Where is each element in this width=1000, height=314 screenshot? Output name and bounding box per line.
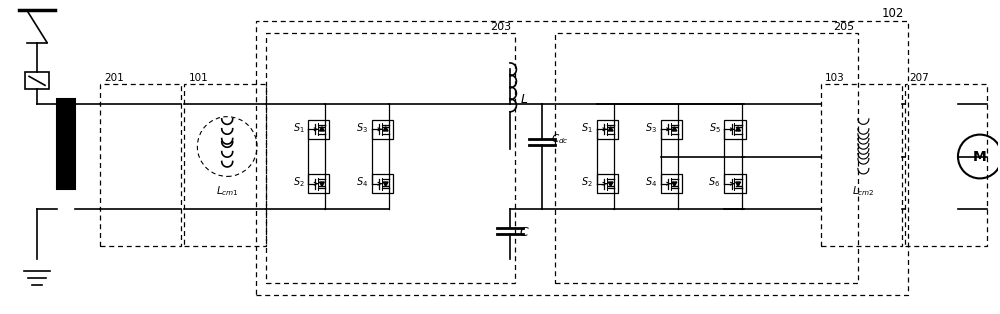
Bar [372,120,393,139]
Text: $S_4$: $S_4$ [356,176,368,189]
Text: $S_3$: $S_3$ [356,121,368,135]
Text: $S_3$: $S_3$ [645,121,657,135]
Text: 205: 205 [833,22,854,32]
Polygon shape [672,127,677,131]
Polygon shape [736,182,741,186]
Bar [597,174,618,193]
Polygon shape [383,127,388,131]
Bar [597,120,618,139]
Text: $C$: $C$ [519,226,530,239]
Text: M: M [973,149,987,164]
Bar [661,174,682,193]
Bar [821,84,902,246]
Text: $S_5$: $S_5$ [709,121,720,135]
Polygon shape [383,182,388,186]
Polygon shape [672,182,677,186]
Text: $L_{cm2}$: $L_{cm2}$ [852,184,875,198]
Text: $L$: $L$ [520,93,528,106]
Text: 103: 103 [825,73,844,83]
Bar [25,72,49,89]
Text: 203: 203 [490,22,511,32]
Bar [184,84,266,246]
Polygon shape [608,127,613,131]
Text: $S_1$: $S_1$ [293,121,304,135]
Text: $C_{dc}$: $C_{dc}$ [551,133,569,146]
Bar [308,120,329,139]
Text: $S_1$: $S_1$ [581,121,593,135]
Bar [57,99,75,189]
Polygon shape [319,182,324,186]
Text: $S_6$: $S_6$ [708,176,720,189]
Polygon shape [319,127,324,131]
Bar [308,174,329,193]
Text: 207: 207 [909,73,929,83]
Text: 201: 201 [104,73,124,83]
Bar [724,120,746,139]
Bar [256,21,908,295]
Bar [266,33,515,284]
Polygon shape [736,127,741,131]
Polygon shape [608,182,613,186]
Bar [100,84,181,246]
Bar [555,33,858,284]
Text: $S_2$: $S_2$ [293,176,304,189]
Text: $S_4$: $S_4$ [645,176,657,189]
Bar [372,174,393,193]
Text: 102: 102 [882,7,904,19]
Bar [661,120,682,139]
Text: $S_2$: $S_2$ [581,176,593,189]
Text: $L_{cm1}$: $L_{cm1}$ [216,184,239,198]
Bar [724,174,746,193]
Text: 101: 101 [188,73,208,83]
Bar [905,84,987,246]
